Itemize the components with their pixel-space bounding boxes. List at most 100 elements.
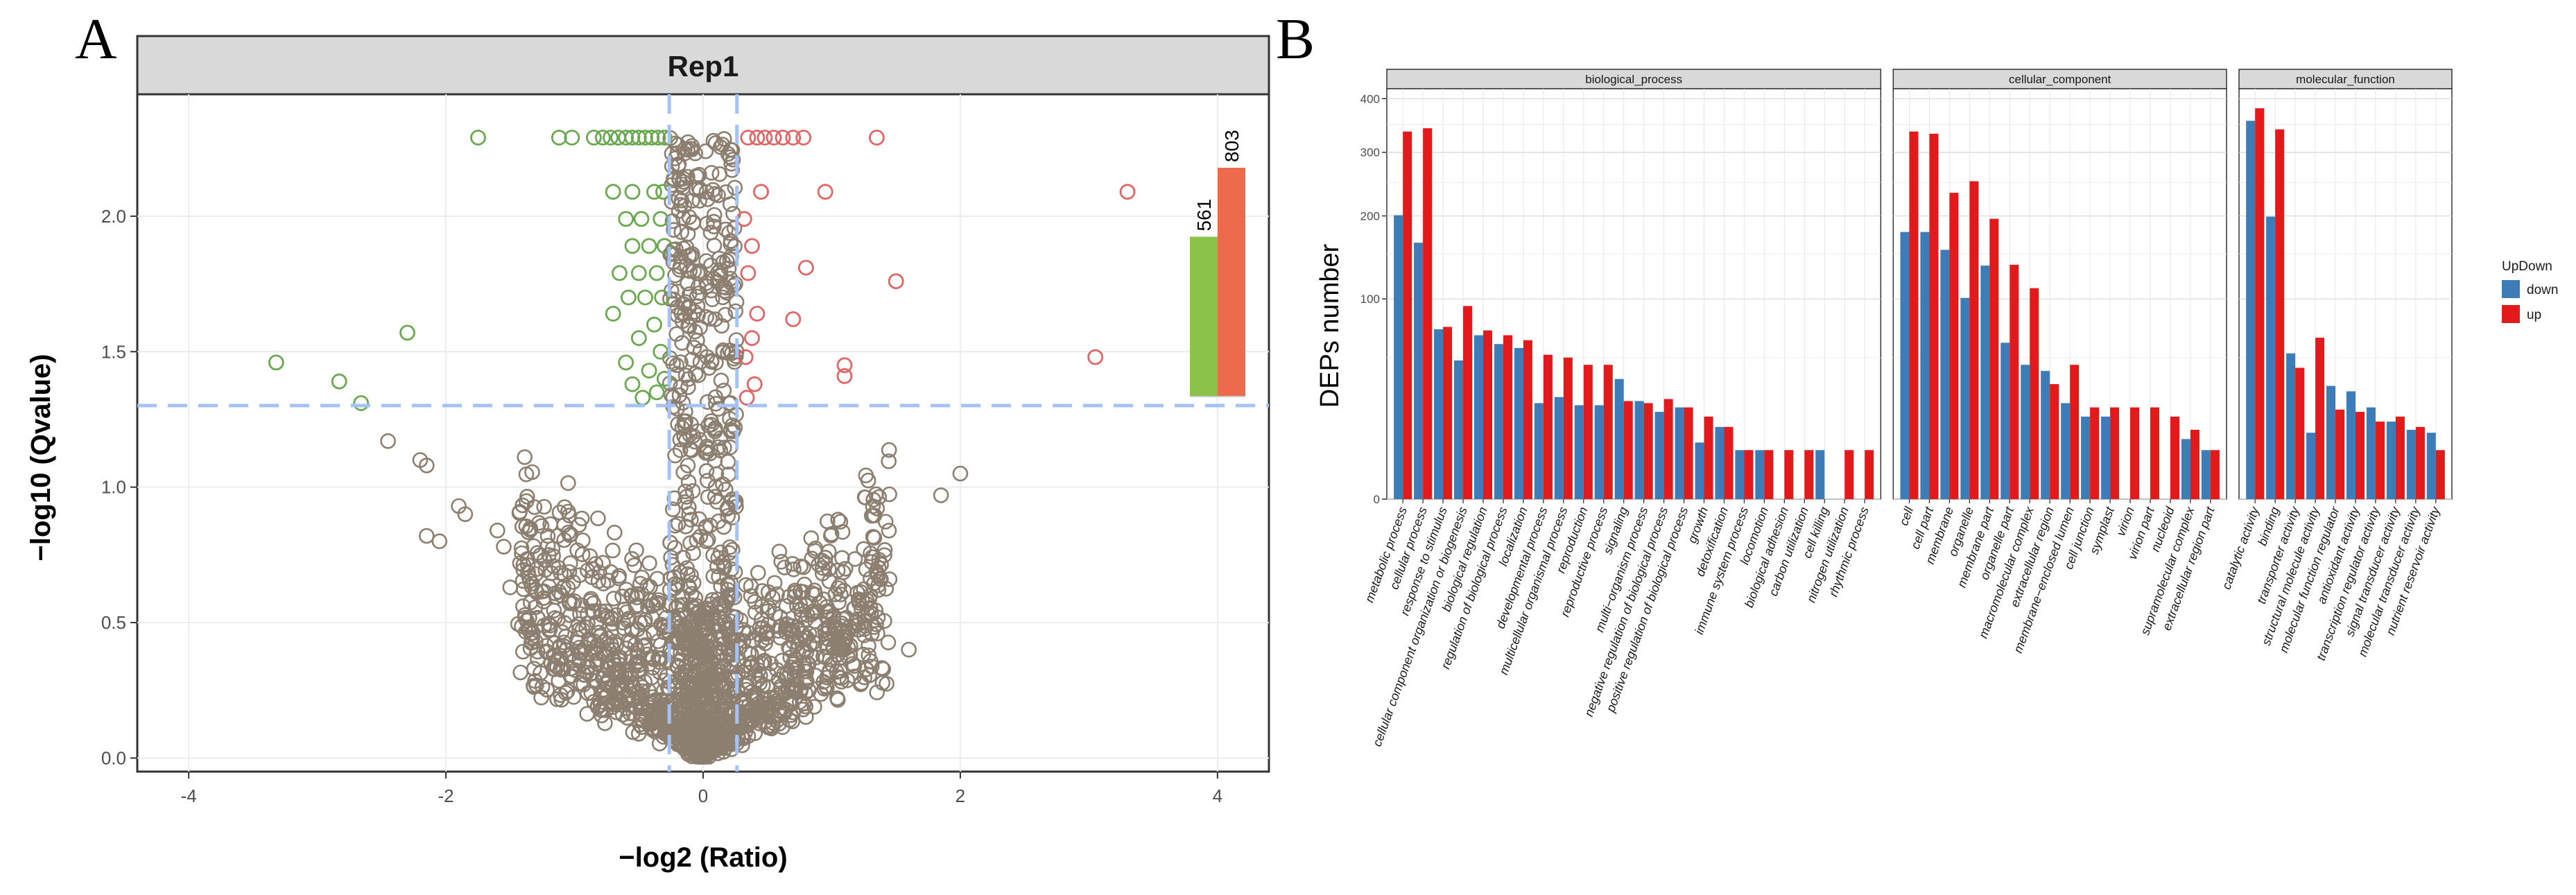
volcano-point <box>682 309 698 325</box>
volcano-point-down <box>612 265 628 281</box>
bar-up <box>1784 450 1794 499</box>
volcano-point <box>825 609 842 626</box>
volcano-point <box>713 644 729 661</box>
volcano-point <box>703 353 720 369</box>
volcano-point <box>722 410 738 427</box>
legend-title: UpDown <box>2502 259 2552 274</box>
volcano-point <box>684 351 700 367</box>
go-y-tick-label: 100 <box>1360 293 1380 306</box>
volcano-point <box>634 688 650 704</box>
volcano-point <box>541 622 557 638</box>
volcano-point <box>698 722 715 739</box>
volcano-point <box>632 575 648 592</box>
volcano-point <box>815 591 832 607</box>
go-category-label: catalytic activity <box>2219 505 2262 591</box>
volcano-point <box>705 568 721 584</box>
bar-up <box>1724 426 1734 499</box>
volcano-point <box>778 598 795 614</box>
volcano-point <box>723 633 739 650</box>
volcano-point <box>707 135 724 151</box>
bar-up <box>2295 367 2305 499</box>
volcano-plot: Rep1 561 803 -4 -2 0 2 4 0.0 0.5 1.0 1.5 2.0 −log… <box>26 35 1270 873</box>
volcano-point-up <box>744 238 760 254</box>
volcano-point <box>578 619 594 636</box>
volcano-point <box>724 142 741 158</box>
volcano-point <box>780 622 797 638</box>
volcano-inset-bars: 561 803 <box>1190 130 1245 397</box>
volcano-point <box>741 645 757 661</box>
bar-up <box>2090 407 2100 499</box>
volcano-point-down <box>603 130 619 146</box>
bar-up <box>1804 450 1814 499</box>
bar-up <box>1623 401 1633 499</box>
volcano-strip <box>136 35 1270 96</box>
volcano-point <box>605 542 621 559</box>
volcano-point <box>881 453 897 469</box>
volcano-point <box>687 145 703 162</box>
legend-label-down: down <box>2527 283 2558 297</box>
volcano-point <box>530 610 546 627</box>
volcano-point <box>711 596 728 612</box>
volcano-point <box>569 542 585 559</box>
volcano-point <box>707 489 723 505</box>
volcano-point <box>517 623 534 640</box>
volcano-point <box>698 143 714 159</box>
volcano-point <box>536 498 553 515</box>
bar-up <box>1603 365 1613 499</box>
volcano-point <box>680 275 695 292</box>
volcano-point <box>738 713 754 729</box>
volcano-point <box>761 709 777 725</box>
legend-label-up: up <box>2527 308 2541 322</box>
volcano-point <box>680 141 696 158</box>
volcano-point-down <box>621 289 637 306</box>
volcano-point <box>766 575 783 591</box>
volcano-point <box>654 693 670 709</box>
volcano-point <box>682 535 698 551</box>
volcano-point-down <box>594 130 611 146</box>
volcano-point <box>710 641 726 657</box>
bar-up <box>1583 365 1593 499</box>
bar-up <box>1929 133 1939 500</box>
volcano-point <box>664 501 681 518</box>
volcano-point <box>711 250 727 267</box>
volcano-point <box>586 633 603 650</box>
bar-up <box>1909 131 1919 500</box>
bar-down <box>1654 412 1664 499</box>
volcano-point-down <box>605 184 621 200</box>
volcano-point <box>619 604 635 620</box>
volcano-point-up <box>766 130 782 146</box>
volcano-point <box>675 296 691 312</box>
volcano-point-down <box>353 395 370 411</box>
volcano-point <box>621 610 637 627</box>
volcano-point <box>614 697 630 713</box>
volcano-point-down <box>618 354 634 371</box>
volcano-point <box>863 605 879 621</box>
volcano-point-down <box>331 373 347 390</box>
volcano-point <box>707 420 723 437</box>
volcano-point <box>750 672 766 688</box>
volcano-point <box>707 478 724 495</box>
bar-up <box>2335 409 2345 499</box>
volcano-point <box>713 677 729 693</box>
volcano-point <box>670 516 686 532</box>
volcano-point <box>628 542 645 559</box>
volcano-point <box>820 513 836 530</box>
volcano-point <box>529 584 545 601</box>
bar-up <box>2210 450 2220 499</box>
volcano-point <box>545 661 562 677</box>
volcano-point <box>530 514 547 531</box>
volcano-point <box>795 559 811 575</box>
volcano-point <box>598 675 615 692</box>
volcano-point <box>664 158 680 175</box>
volcano-point <box>614 668 630 684</box>
volcano-point <box>837 561 854 577</box>
volcano-point <box>680 458 696 473</box>
volcano-point-up <box>744 330 760 347</box>
bar-down <box>1594 405 1604 499</box>
volcano-point <box>865 528 881 545</box>
volcano-point <box>784 555 801 572</box>
volcano-point <box>811 557 827 573</box>
bar-up <box>2435 450 2445 499</box>
volcano-point <box>517 449 533 465</box>
